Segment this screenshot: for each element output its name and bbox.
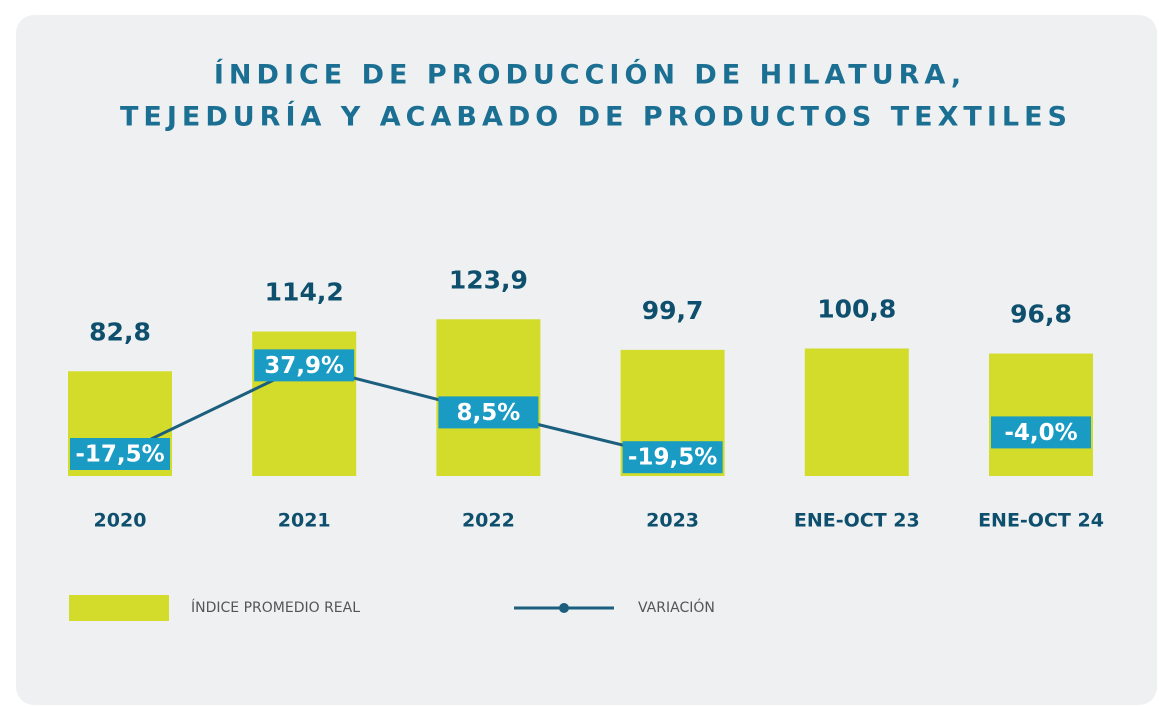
x-tick-label: ENE-OCT 24 (978, 510, 1104, 532)
x-tick-label: 2021 (278, 510, 331, 532)
bar (989, 353, 1093, 476)
bar (804, 348, 909, 476)
x-tick-label: 2022 (462, 510, 515, 532)
variation-box (254, 349, 355, 382)
value-label: 99,7 (642, 296, 704, 325)
x-tick-label: 2020 (94, 510, 147, 532)
variation-label: -19,5% (628, 445, 717, 471)
variation-box (438, 396, 539, 429)
variation-label: -17,5% (75, 442, 164, 468)
legend-label: VARIACIÓN (638, 598, 715, 616)
variation-label: 37,9% (264, 353, 344, 379)
legend-label: ÍNDICE PROMEDIO REAL (191, 599, 360, 616)
legend-swatch (69, 595, 169, 621)
value-label: 96,8 (1010, 300, 1072, 329)
variation-box (622, 441, 723, 474)
value-label: 123,9 (449, 265, 528, 294)
variation-box (70, 438, 170, 470)
variation-label: 8,5% (457, 400, 521, 426)
variation-label: -4,0% (1004, 420, 1077, 446)
legend-dot (559, 603, 569, 613)
value-label: 100,8 (817, 294, 896, 323)
chart-title: ÍNDICE DE PRODUCCIÓN DE HILATURA, (214, 59, 966, 91)
x-tick-label: 2023 (646, 510, 699, 532)
chart-title: TEJEDURÍA Y ACABADO DE PRODUCTOS TEXTILE… (120, 101, 1072, 133)
x-tick-label: ENE-OCT 23 (794, 510, 920, 532)
variation-box (991, 416, 1091, 449)
value-label: 114,2 (265, 278, 344, 307)
card (16, 15, 1157, 705)
value-label: 82,8 (89, 317, 151, 346)
